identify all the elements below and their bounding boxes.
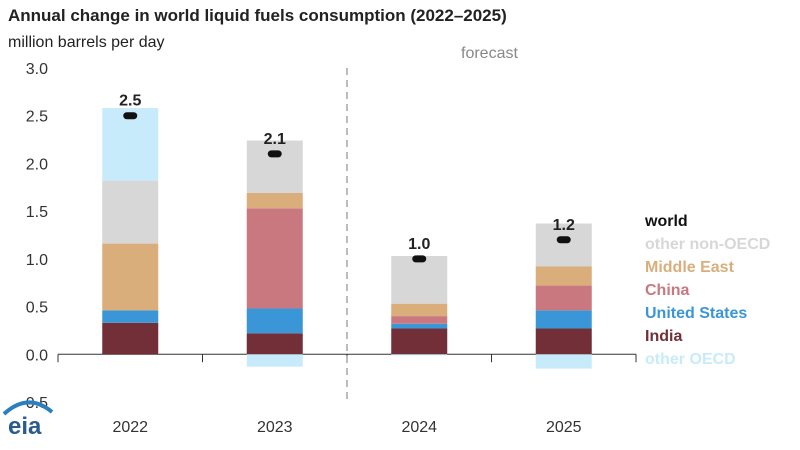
bar-segment-united-states [535,310,592,329]
bar-segment-india [246,333,303,355]
bar-segment-other-oecd [246,354,303,367]
bar-segment-middle-east [246,193,303,209]
bar-segment-middle-east [535,266,592,286]
y-tick-label: 0.0 [26,347,48,364]
world-marker [412,255,427,263]
bar-segment-india [535,328,592,355]
bar-segment-other-non-oecd [535,223,592,267]
eia-logo-text: eia [8,413,42,438]
y-tick-label: 2.5 [26,109,48,126]
eia-logo: eia [2,400,54,438]
eia-logo-arc [2,400,54,416]
x-tick-label: 2022 [112,419,148,436]
bar-segment-united-states [102,310,159,323]
world-marker [267,150,282,158]
chart-title: Annual change in world liquid fuels cons… [8,6,507,25]
forecast-label: forecast [461,45,518,62]
bar-segment-other-non-oecd [102,180,159,244]
world-data-label: 2.1 [264,131,286,148]
bar-segment-other-oecd [102,108,159,181]
world-data-label: 2.5 [119,93,141,110]
x-tick-label: 2024 [401,419,437,436]
legend-item: world [644,213,688,230]
y-tick-label: 1.0 [26,252,48,269]
legend-item: other OECD [645,351,736,368]
bar-segment-other-oecd [535,354,592,369]
y-tick-label: 2.0 [26,156,48,173]
bar-segment-india [391,328,448,355]
bar-segment-china [535,285,592,311]
world-marker [123,112,138,120]
bar-segment-china [391,316,448,324]
y-tick-label: 3.0 [26,61,48,78]
y-tick-label: 0.5 [26,300,48,317]
legend-item: India [645,328,682,345]
y-axis-label: million barrels per day [8,34,165,51]
world-marker [556,236,571,244]
bar-segment-india [102,322,159,355]
bar-segment-other-oecd [391,354,448,356]
x-tick-label: 2025 [546,419,582,436]
legend-item: China [645,282,690,299]
bar-segment-united-states [246,308,303,334]
y-tick-label: 1.5 [26,204,48,221]
bar-segment-united-states [391,323,448,329]
x-tick-label: 2023 [257,419,293,436]
legend-item: Middle East [645,259,735,276]
bar-segment-china [246,208,303,309]
legend-item: other non-OECD [645,236,770,253]
world-data-label: 1.0 [408,236,430,253]
bar-segment-other-non-oecd [246,140,303,194]
world-data-label: 1.2 [553,217,575,234]
bar-segment-middle-east [391,303,448,317]
legend-item: United States [645,305,747,322]
bar-segment-other-non-oecd [391,255,448,304]
bar-segment-middle-east [102,243,159,311]
